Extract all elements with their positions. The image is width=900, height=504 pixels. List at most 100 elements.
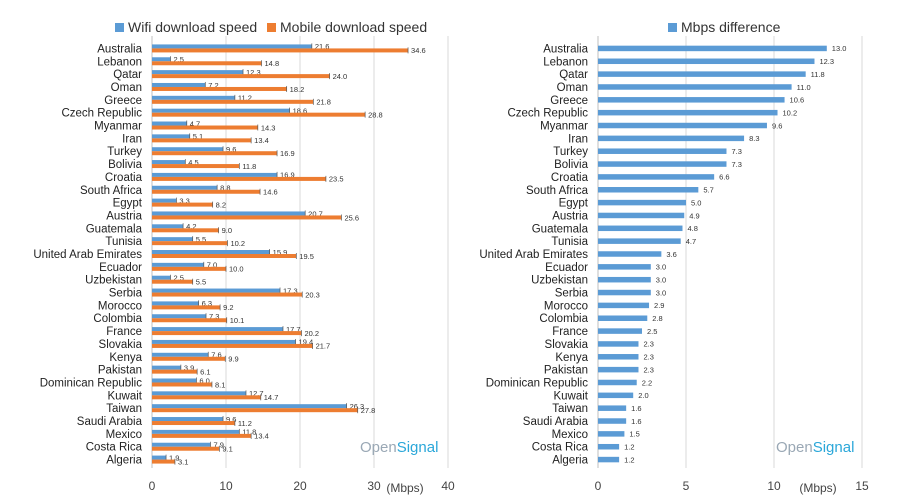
bar-difference bbox=[598, 456, 620, 463]
category-label: Greece bbox=[550, 95, 588, 107]
bar-wifi bbox=[152, 70, 244, 75]
category-label: Tunisia bbox=[105, 236, 142, 248]
category-label: Costa Rica bbox=[86, 442, 143, 454]
category-label: Mexico bbox=[106, 429, 142, 441]
value-label: 7.6 bbox=[211, 351, 221, 360]
bar-difference bbox=[598, 354, 639, 360]
bar-difference bbox=[598, 328, 642, 334]
category-label: Bolivia bbox=[108, 159, 142, 171]
category-label: South Africa bbox=[526, 185, 589, 197]
value-label: 13.0 bbox=[832, 44, 847, 53]
category-label: Oman bbox=[111, 82, 142, 94]
x-tick-label: 5 bbox=[683, 479, 690, 493]
category-label: Algeria bbox=[552, 455, 588, 467]
bar-difference bbox=[598, 122, 767, 129]
legend-swatch-0 bbox=[115, 23, 124, 32]
value-label: 8.1 bbox=[215, 380, 225, 389]
bar-mobile bbox=[152, 164, 240, 169]
bar-mobile bbox=[152, 279, 193, 284]
bar-wifi bbox=[152, 44, 312, 49]
bar-mobile bbox=[152, 61, 262, 66]
bar-mobile bbox=[152, 99, 314, 104]
category-label: Dominican Republic bbox=[40, 377, 143, 389]
category-label: Qatar bbox=[559, 69, 588, 81]
value-label: 21.7 bbox=[316, 342, 331, 351]
bar-difference bbox=[598, 443, 620, 450]
chart-left-speeds: 0 10 20 30 40 (Mbps) Wifi download speed Mobile… bbox=[33, 19, 455, 495]
x-tick-label: 0 bbox=[595, 479, 602, 493]
legend-swatch-1 bbox=[267, 23, 276, 32]
bar-wifi bbox=[152, 224, 184, 229]
value-label: 11.8 bbox=[242, 428, 256, 437]
category-label: United Arab Emirates bbox=[479, 249, 588, 261]
bar-mobile bbox=[152, 318, 227, 323]
value-label: 2.3 bbox=[643, 353, 653, 362]
category-label: Kenya bbox=[555, 352, 588, 364]
value-label: 11.2 bbox=[238, 94, 252, 103]
bar-difference bbox=[598, 379, 637, 386]
value-label: 6.6 bbox=[719, 173, 729, 182]
value-label: 18.6 bbox=[293, 106, 308, 115]
category-label: Australia bbox=[543, 43, 588, 55]
category-label: Pakistan bbox=[544, 365, 588, 377]
bar-wifi bbox=[152, 404, 347, 409]
category-label: Slovakia bbox=[99, 339, 143, 351]
value-label: 7.3 bbox=[731, 160, 741, 169]
category-label: Costa Rica bbox=[532, 442, 589, 454]
bar-wifi bbox=[152, 275, 171, 280]
bar-wifi bbox=[152, 288, 281, 293]
value-label: 21.6 bbox=[315, 42, 330, 51]
bar-wifi bbox=[152, 262, 204, 267]
category-label: Czech Republic bbox=[507, 108, 588, 120]
value-label: 18.2 bbox=[290, 85, 305, 94]
bar-wifi bbox=[152, 57, 171, 62]
value-label: 14.6 bbox=[263, 188, 278, 197]
bar-difference bbox=[598, 97, 785, 103]
bar-difference bbox=[598, 148, 727, 154]
value-label: 4.2 bbox=[186, 222, 196, 231]
category-label: Dominican Republic bbox=[486, 377, 589, 389]
legend-label-0: Mbps difference bbox=[681, 19, 781, 35]
value-label: 28.8 bbox=[368, 110, 383, 119]
value-label: 16.9 bbox=[280, 149, 295, 158]
category-label: Ecuador bbox=[545, 262, 588, 274]
bar-wifi bbox=[152, 82, 206, 87]
category-label: Taiwan bbox=[106, 403, 142, 415]
category-label: Egypt bbox=[113, 198, 143, 210]
bar-mobile bbox=[152, 446, 220, 451]
value-label: 4.9 bbox=[689, 211, 699, 220]
brand-open-text: Open bbox=[360, 439, 397, 456]
value-label: 10.6 bbox=[790, 96, 805, 105]
bar-difference bbox=[598, 238, 681, 244]
category-label: Turkey bbox=[107, 146, 142, 158]
value-label: 3.0 bbox=[656, 275, 666, 284]
bar-difference bbox=[598, 109, 778, 116]
bar-difference bbox=[598, 341, 639, 347]
category-label: United Arab Emirates bbox=[33, 249, 142, 261]
bar-wifi bbox=[152, 417, 224, 422]
bar-wifi bbox=[152, 121, 187, 126]
value-label: 19.5 bbox=[299, 252, 314, 261]
value-label: 8.8 bbox=[220, 184, 230, 193]
bar-difference bbox=[598, 135, 745, 142]
bar-mobile bbox=[152, 228, 219, 233]
value-label: 7.3 bbox=[731, 147, 741, 156]
category-label: France bbox=[106, 326, 142, 338]
category-label: Egypt bbox=[559, 198, 589, 210]
bar-wifi bbox=[152, 211, 306, 216]
x-tick-label: 15 bbox=[855, 479, 869, 493]
category-label: Tunisia bbox=[551, 236, 588, 248]
x-tick-label: 20 bbox=[293, 479, 307, 493]
value-label: 2.3 bbox=[643, 340, 653, 349]
value-label: 23.5 bbox=[329, 175, 344, 184]
value-label: 7.3 bbox=[209, 312, 219, 321]
value-label: 3.0 bbox=[656, 288, 666, 297]
bar-mobile bbox=[152, 395, 261, 400]
bar-mobile bbox=[152, 202, 213, 207]
bar-mobile bbox=[152, 74, 330, 79]
bar-wifi bbox=[152, 339, 296, 344]
value-label: 2.5 bbox=[174, 273, 184, 282]
category-label: Austria bbox=[106, 210, 142, 222]
category-label: Myanmar bbox=[540, 121, 588, 133]
value-label: 20.2 bbox=[304, 329, 319, 338]
